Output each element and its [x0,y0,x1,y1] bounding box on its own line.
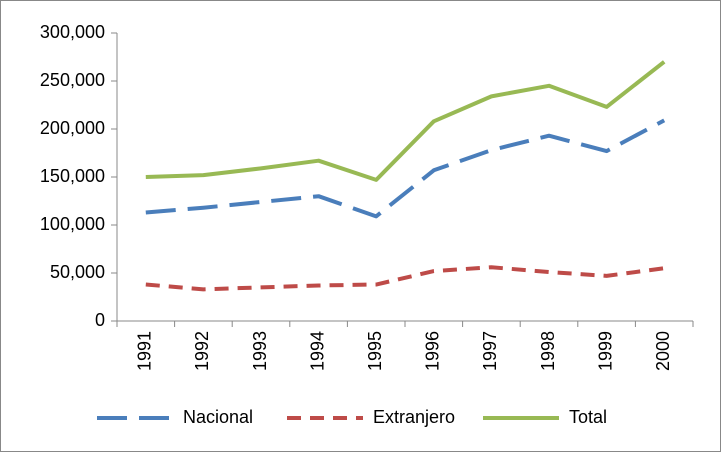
x-tick-label: 1997 [480,331,500,371]
series-line [145,60,666,182]
y-tick-label: 50,000 [50,262,105,282]
x-tick-label: 1995 [365,331,385,371]
x-tick-label: 1991 [135,331,155,371]
y-tick-label: 0 [95,310,105,330]
legend-label: Extranjero [373,407,455,427]
x-tick-label: 1996 [423,331,443,371]
x-tick-label: 1998 [538,331,558,371]
y-tick-label: 150,000 [40,166,105,186]
y-tick-label: 100,000 [40,214,105,234]
y-tick-label: 300,000 [40,22,105,42]
series-line [145,265,665,292]
legend-label: Nacional [183,407,253,427]
x-tick-label: 1999 [595,331,615,371]
y-tick-label: 200,000 [40,118,105,138]
y-tick-label: 250,000 [40,70,105,90]
x-tick-label: 1993 [250,331,270,371]
legend-label: Total [569,407,607,427]
x-tick-label: 1992 [192,331,212,371]
series-line [145,118,666,219]
x-tick-label: 1994 [307,331,327,371]
x-tick-label: 2000 [653,331,673,371]
